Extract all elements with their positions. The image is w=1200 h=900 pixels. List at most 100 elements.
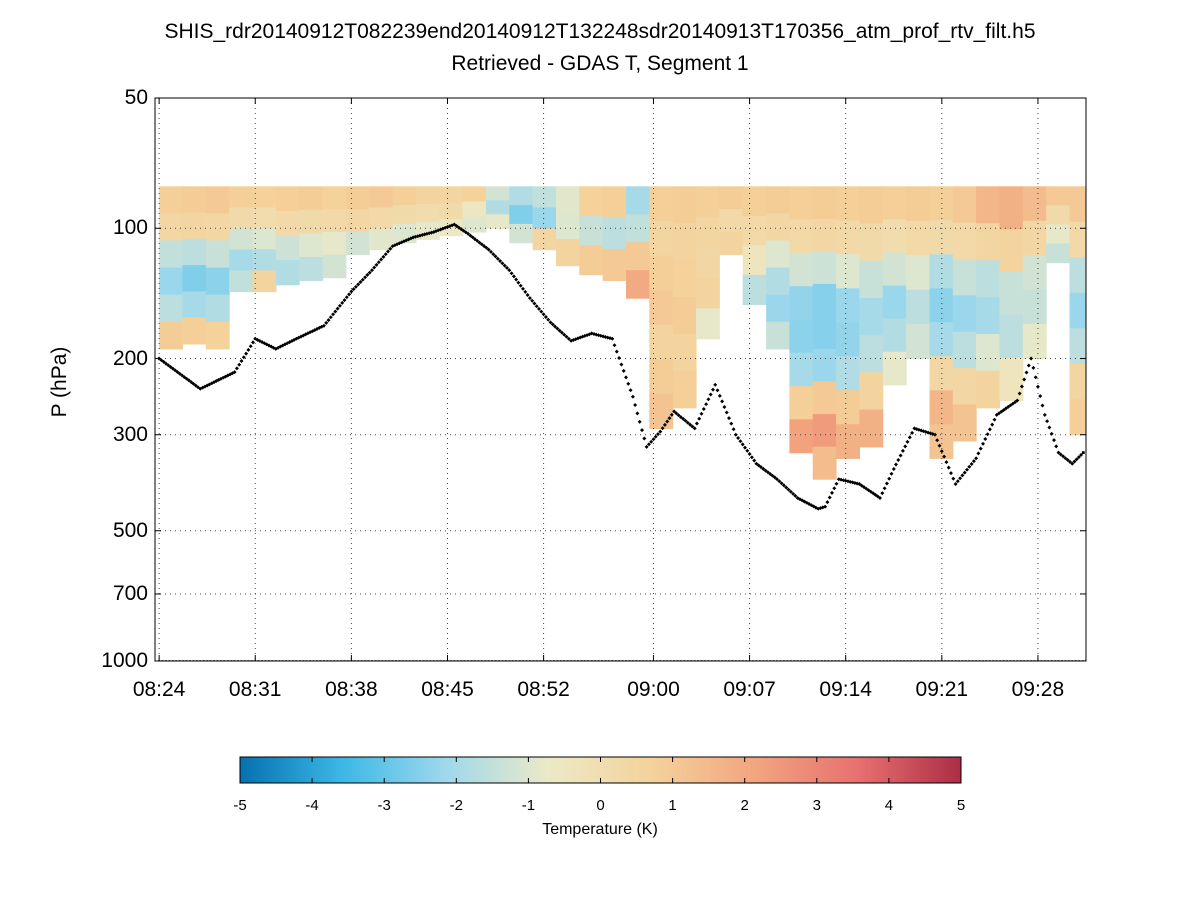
heatmap-cell <box>882 252 907 287</box>
heatmap-cell <box>812 186 837 220</box>
heatmap-cell <box>696 277 720 309</box>
heatmap-cell <box>1069 328 1086 365</box>
cloud-top-marker <box>193 383 198 388</box>
heatmap-cell <box>999 229 1024 273</box>
heatmap-cell <box>859 223 884 262</box>
heatmap-cell <box>439 219 464 237</box>
cloud-top-marker <box>246 347 251 352</box>
cloud-top-marker <box>1049 431 1054 436</box>
heatmap-cell <box>182 186 207 214</box>
heatmap-cell <box>766 321 790 350</box>
heatmap-cell <box>229 270 254 293</box>
heatmap-cell <box>859 260 884 299</box>
cloud-top-marker <box>651 437 656 442</box>
cloud-top-marker <box>180 373 184 378</box>
cloud-top-marker <box>502 263 507 268</box>
heatmap-cell <box>159 240 183 269</box>
heatmap-cell <box>182 238 207 266</box>
cloud-top-marker <box>770 473 775 478</box>
heatmap-cell <box>532 207 557 230</box>
heatmap-cell <box>159 267 183 296</box>
heatmap-cell <box>1022 255 1047 291</box>
heatmap-cell <box>626 214 650 243</box>
x-tick-label: 09:28 <box>1011 678 1065 701</box>
heatmap-cell <box>976 260 1000 298</box>
heatmap-cell <box>952 331 977 369</box>
heatmap-cell <box>906 186 930 222</box>
heatmap-cell <box>345 186 370 210</box>
cloud-top-marker <box>1033 375 1038 380</box>
heatmap-cell <box>299 209 324 234</box>
heatmap-cell <box>462 216 487 233</box>
heatmap-cell <box>812 414 837 448</box>
cloud-top-marker <box>475 238 480 243</box>
cloud-top-marker <box>518 283 523 288</box>
cloud-top-marker <box>237 362 242 367</box>
heatmap-cell <box>649 290 674 326</box>
heatmap-cell <box>392 186 417 206</box>
heatmap-cell <box>322 186 347 210</box>
heatmap-cell <box>812 316 837 350</box>
heatmap-cell <box>766 267 790 296</box>
heatmap-cell <box>789 386 814 420</box>
heatmap-cell <box>275 186 300 212</box>
heatmap-cell <box>836 424 860 459</box>
y-tick-label: 500 <box>112 518 148 542</box>
heatmap-cell <box>836 254 860 289</box>
heatmap-cell <box>999 314 1024 359</box>
heatmap-cell <box>882 318 907 353</box>
heatmap-cell <box>252 270 277 293</box>
y-tick-label: 300 <box>112 422 148 446</box>
heatmap-cell <box>626 270 650 299</box>
heatmap-cell <box>369 207 394 230</box>
colorbar-tick-label: 5 <box>956 797 966 814</box>
cloud-top-marker <box>177 371 182 376</box>
heatmap-cell <box>602 249 627 282</box>
heatmap-cell <box>205 213 230 242</box>
heatmap-cell <box>579 186 604 217</box>
cloud-top-marker <box>630 394 635 399</box>
heatmap-cell <box>859 372 884 411</box>
heatmap-cell <box>696 247 720 279</box>
y-tick-label: 50 <box>124 86 148 109</box>
heatmap-cell <box>205 267 230 296</box>
heatmap-cell <box>836 288 860 323</box>
heatmap-cell <box>952 186 977 224</box>
heatmap-cell <box>929 288 954 323</box>
heatmap-cell <box>299 256 324 281</box>
cloud-top-marker <box>534 304 539 309</box>
cloud-top-marker <box>564 334 569 339</box>
heatmap-cell <box>485 200 510 215</box>
heatmap-cell <box>532 186 557 208</box>
heatmap-cell <box>929 424 954 459</box>
cloud-top-marker <box>360 277 365 282</box>
heatmap-cell <box>345 231 370 256</box>
heatmap-cell <box>906 255 930 291</box>
heatmap-cell <box>509 186 534 206</box>
cloud-top-marker <box>328 315 333 320</box>
heatmap-cell <box>882 219 907 254</box>
heatmap-cell <box>275 210 300 237</box>
heatmap-cell <box>345 209 370 233</box>
x-tick-label: 09:21 <box>915 678 969 701</box>
heatmap-cell <box>766 213 790 242</box>
colorbar-tick-label: 4 <box>884 797 894 814</box>
heatmap-cell <box>229 186 254 208</box>
heatmap-cell <box>556 212 580 240</box>
heatmap-cell <box>439 202 464 220</box>
heatmap-cell <box>1022 324 1047 360</box>
heatmap-cell <box>205 186 230 214</box>
x-tick-label: 09:00 <box>627 678 680 701</box>
colorbar-tick-label: -5 <box>233 797 247 814</box>
heatmap-cell <box>999 186 1024 230</box>
heatmap-cell <box>766 294 790 323</box>
chart-subtitle: Retrieved - GDAS T, Segment 1 <box>451 52 749 75</box>
cloud-top-marker <box>376 260 381 265</box>
cloud-top-marker <box>482 244 487 249</box>
heatmap-cell <box>789 319 814 354</box>
x-tick-label: 08:52 <box>517 678 570 701</box>
cloud-top-marker <box>251 340 255 345</box>
heatmap-cell <box>556 239 580 267</box>
cloud-top-marker <box>486 247 491 252</box>
heatmap-cell <box>952 259 977 297</box>
